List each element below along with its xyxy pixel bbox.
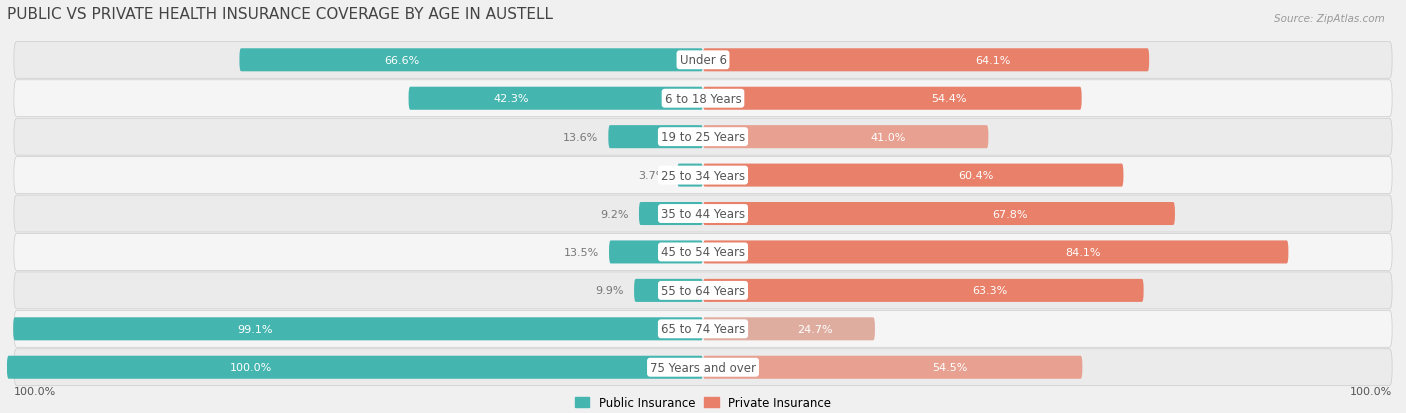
Text: 9.9%: 9.9% — [595, 286, 624, 296]
Text: 100.0%: 100.0% — [14, 387, 56, 396]
Legend: Public Insurance, Private Insurance: Public Insurance, Private Insurance — [575, 396, 831, 409]
Text: 9.2%: 9.2% — [600, 209, 628, 219]
FancyBboxPatch shape — [703, 202, 1175, 225]
Text: 75 Years and over: 75 Years and over — [650, 361, 756, 374]
Text: 84.1%: 84.1% — [1066, 247, 1101, 257]
Text: 6 to 18 Years: 6 to 18 Years — [665, 93, 741, 105]
FancyBboxPatch shape — [703, 241, 1288, 264]
Text: 64.1%: 64.1% — [976, 56, 1011, 66]
Text: 60.4%: 60.4% — [959, 171, 994, 180]
FancyBboxPatch shape — [703, 356, 1083, 379]
FancyBboxPatch shape — [14, 196, 1392, 233]
Text: 100.0%: 100.0% — [1350, 387, 1392, 396]
Text: 99.1%: 99.1% — [236, 324, 273, 334]
FancyBboxPatch shape — [703, 318, 875, 340]
Text: PUBLIC VS PRIVATE HEALTH INSURANCE COVERAGE BY AGE IN AUSTELL: PUBLIC VS PRIVATE HEALTH INSURANCE COVER… — [7, 7, 553, 22]
FancyBboxPatch shape — [14, 272, 1392, 309]
FancyBboxPatch shape — [409, 88, 703, 111]
FancyBboxPatch shape — [609, 241, 703, 264]
Text: 19 to 25 Years: 19 to 25 Years — [661, 131, 745, 144]
FancyBboxPatch shape — [703, 49, 1149, 72]
FancyBboxPatch shape — [703, 88, 1081, 111]
FancyBboxPatch shape — [14, 81, 1392, 117]
Text: 13.5%: 13.5% — [564, 247, 599, 257]
FancyBboxPatch shape — [14, 234, 1392, 271]
FancyBboxPatch shape — [14, 311, 1392, 347]
FancyBboxPatch shape — [609, 126, 703, 149]
Text: Source: ZipAtlas.com: Source: ZipAtlas.com — [1274, 14, 1385, 24]
Text: 25 to 34 Years: 25 to 34 Years — [661, 169, 745, 182]
FancyBboxPatch shape — [14, 119, 1392, 156]
Text: 45 to 54 Years: 45 to 54 Years — [661, 246, 745, 259]
Text: 100.0%: 100.0% — [229, 362, 271, 373]
Text: 67.8%: 67.8% — [993, 209, 1028, 219]
FancyBboxPatch shape — [14, 349, 1392, 386]
FancyBboxPatch shape — [678, 164, 703, 187]
Text: 24.7%: 24.7% — [797, 324, 832, 334]
FancyBboxPatch shape — [634, 279, 703, 302]
FancyBboxPatch shape — [14, 42, 1392, 79]
Text: 55 to 64 Years: 55 to 64 Years — [661, 284, 745, 297]
Text: Under 6: Under 6 — [679, 54, 727, 67]
Text: 65 to 74 Years: 65 to 74 Years — [661, 323, 745, 335]
FancyBboxPatch shape — [638, 202, 703, 225]
FancyBboxPatch shape — [13, 318, 703, 340]
FancyBboxPatch shape — [14, 157, 1392, 194]
Text: 3.7%: 3.7% — [638, 171, 666, 180]
Text: 66.6%: 66.6% — [384, 56, 419, 66]
Text: 42.3%: 42.3% — [494, 94, 530, 104]
FancyBboxPatch shape — [703, 164, 1123, 187]
Text: 13.6%: 13.6% — [562, 132, 598, 142]
Text: 54.5%: 54.5% — [932, 362, 967, 373]
FancyBboxPatch shape — [239, 49, 703, 72]
Text: 41.0%: 41.0% — [870, 132, 907, 142]
Text: 63.3%: 63.3% — [972, 286, 1007, 296]
FancyBboxPatch shape — [703, 279, 1143, 302]
FancyBboxPatch shape — [703, 126, 988, 149]
Text: 54.4%: 54.4% — [931, 94, 967, 104]
Text: 35 to 44 Years: 35 to 44 Years — [661, 207, 745, 221]
FancyBboxPatch shape — [7, 356, 703, 379]
